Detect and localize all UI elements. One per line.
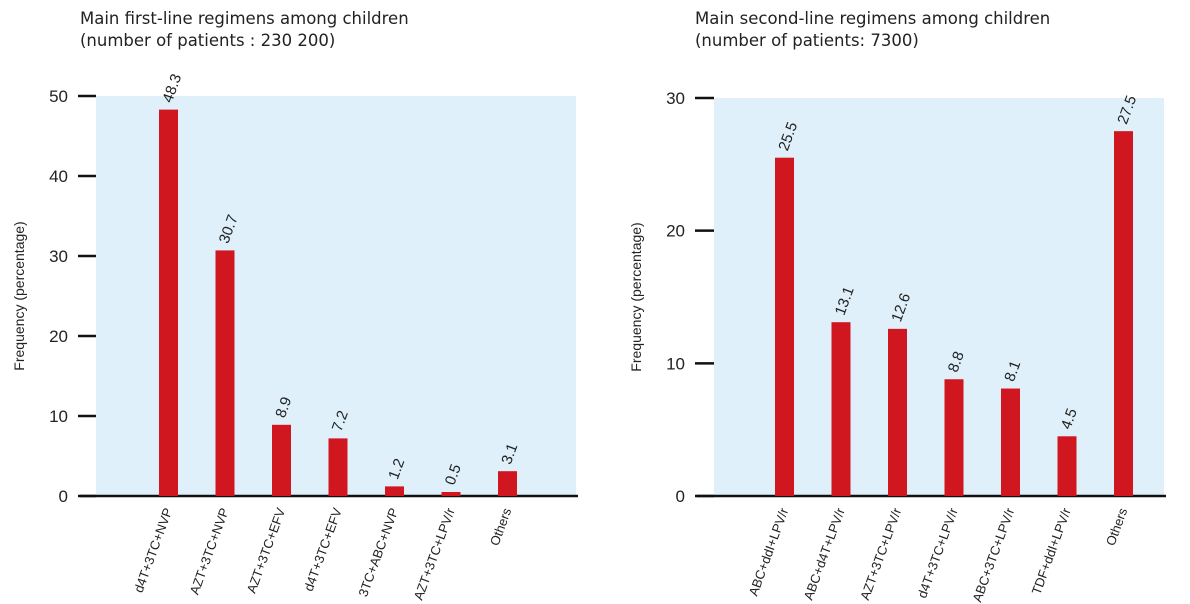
right-y-axis-label: Frequency (percentage): [628, 222, 644, 371]
right-chart-title: Main second-line regimens among children…: [695, 8, 1050, 52]
left-value-label: 1.2: [385, 456, 408, 481]
left-y-tick-label: 0: [59, 487, 68, 506]
left-chart-title-line1: Main first-line regimens among children: [80, 9, 409, 28]
left-category-label: Others: [487, 505, 515, 547]
right-value-label: 8.1: [1001, 358, 1024, 383]
right-bar: [1001, 388, 1020, 496]
left-y-tick-label: 20: [49, 327, 68, 346]
right-bar: [888, 328, 907, 496]
right-category-label: ABC+d4T+LPV/r: [801, 505, 848, 602]
right-chart-title-line2: (number of patients: 7300): [695, 31, 919, 50]
right-bar: [944, 379, 964, 496]
right-category-label: Others: [1103, 505, 1131, 547]
right-bar: [831, 322, 851, 496]
right-value-label: 4.5: [1058, 406, 1081, 431]
left-category-label: 3TC+ABC+NVP: [355, 506, 401, 599]
left-chart-title: Main first-line regimens among children …: [80, 8, 409, 52]
right-y-tick-label: 20: [666, 222, 685, 241]
left-bar: [498, 471, 517, 496]
right-y-tick-label: 30: [666, 89, 685, 108]
left-y-tick-label: 30: [49, 247, 68, 266]
left-value-label: 8.9: [272, 395, 295, 420]
left-bar: [385, 486, 404, 496]
left-value-label: 3.1: [498, 441, 521, 466]
left-y-tick-label: 50: [49, 87, 68, 106]
left-category-label: AZT+3TC+NVP: [187, 506, 232, 597]
left-value-label: 0.5: [442, 462, 465, 487]
right-bar: [1114, 131, 1133, 496]
right-category-label: ABC+3TC+LPV/r: [969, 505, 1017, 604]
left-value-label: 7.2: [329, 408, 352, 433]
right-y-tick-label: 10: [666, 354, 685, 373]
right-category-label: ABC+ddI+LPV/r: [746, 505, 792, 598]
left-chart-title-line2: (number of patients : 230 200): [80, 31, 336, 50]
left-y-axis-label: Frequency (percentage): [11, 221, 27, 370]
right-bar: [775, 157, 794, 496]
left-bar: [328, 438, 348, 496]
right-category-label: d4T+3TC+LPV/r: [914, 505, 961, 600]
right-value-label: 8.8: [945, 349, 968, 374]
right-bar: [1057, 436, 1077, 496]
left-category-label: AZT+3TC+EFV: [244, 506, 289, 596]
left-y-tick-label: 40: [49, 167, 68, 186]
left-category-label: d4T+3TC+NVP: [131, 506, 175, 595]
right-y-tick-label: 0: [676, 487, 685, 506]
right-chart-title-line1: Main second-line regimens among children: [695, 9, 1051, 28]
left-bar: [159, 109, 178, 496]
right-category-label: AZT+3TC+LPV/r: [857, 505, 904, 602]
left-category-label: d4T+3TC+EFV: [301, 506, 345, 594]
left-category-label: AZT+3TC+LPV/r: [411, 505, 458, 602]
right-category-label: TDF+ddI+LPV/r: [1029, 505, 1074, 596]
left-bar: [272, 424, 291, 496]
left-bar: [441, 492, 461, 496]
left-bar: [215, 250, 235, 496]
left-y-tick-label: 10: [49, 407, 68, 426]
